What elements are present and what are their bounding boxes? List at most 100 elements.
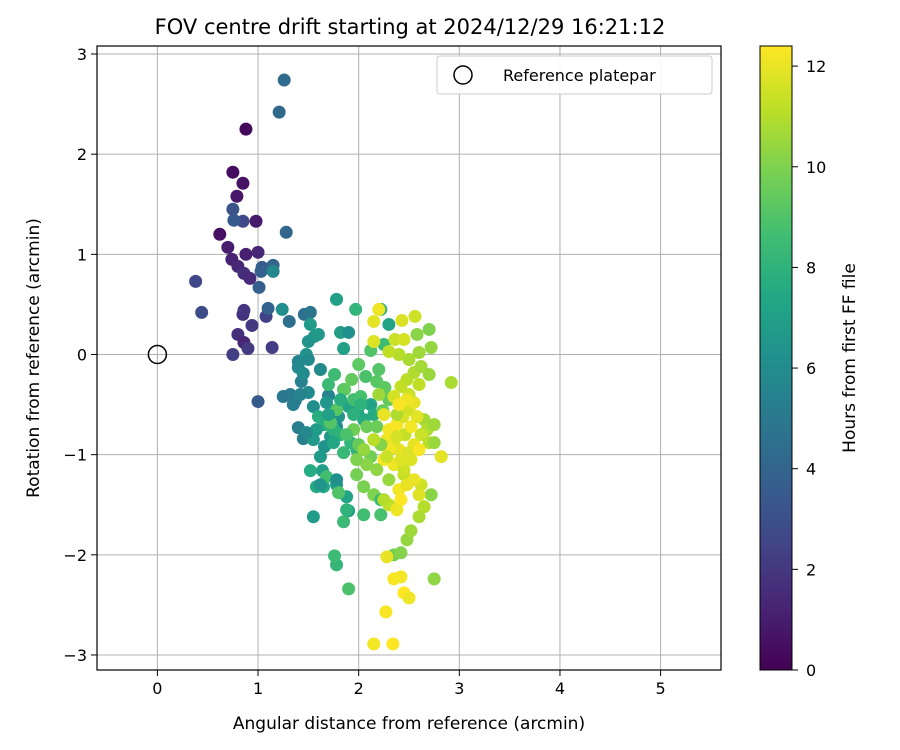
data-point: [379, 605, 393, 619]
data-point: [340, 503, 354, 517]
data-point: [382, 344, 396, 358]
data-point: [394, 453, 408, 467]
data-point: [245, 318, 259, 332]
data-point: [306, 400, 320, 414]
data-point: [286, 398, 300, 412]
data-point: [414, 360, 428, 374]
data-point: [299, 426, 313, 440]
data-point: [254, 264, 268, 278]
data-point: [360, 458, 374, 472]
data-point: [303, 305, 317, 319]
data-point: [328, 368, 342, 382]
data-point: [388, 332, 402, 346]
data-point: [412, 378, 426, 392]
colorbar-tick-label: 2: [806, 560, 816, 579]
data-point: [350, 453, 364, 467]
data-point: [367, 314, 381, 328]
data-point: [394, 546, 408, 560]
y-tick-label: −1: [63, 446, 87, 465]
data-point: [226, 347, 240, 361]
data-point: [412, 443, 426, 457]
data-point: [332, 486, 346, 500]
y-axis-label: Rotation from reference (arcmin): [24, 218, 44, 498]
y-tick-label: −2: [63, 546, 87, 565]
data-point: [357, 443, 371, 457]
data-point: [370, 463, 384, 477]
data-point: [239, 247, 253, 261]
data-point: [213, 227, 227, 241]
data-point: [328, 549, 342, 563]
data-point: [408, 309, 422, 323]
y-tick-label: 0: [77, 345, 87, 364]
legend-label: Reference platepar: [503, 66, 656, 85]
data-point: [352, 358, 366, 372]
data-point: [189, 274, 203, 288]
data-point: [354, 398, 368, 412]
data-point: [382, 317, 396, 331]
data-point: [313, 450, 327, 464]
data-point: [392, 347, 406, 361]
points: [189, 73, 458, 651]
data-point: [226, 202, 240, 216]
data-point: [377, 408, 391, 422]
colorbar-tick-label: 6: [806, 359, 816, 378]
data-point: [434, 450, 448, 464]
data-point: [266, 264, 280, 278]
data-point: [349, 302, 363, 316]
data-point: [412, 488, 426, 502]
data-point: [272, 105, 286, 119]
y-tick-label: 1: [77, 245, 87, 264]
data-point: [390, 503, 404, 517]
data-point: [309, 423, 323, 437]
y-tick-label: −3: [63, 646, 87, 665]
data-point: [427, 418, 441, 432]
legend: Reference platepar: [436, 55, 713, 95]
data-point: [372, 302, 386, 316]
data-point: [374, 508, 388, 522]
data-point: [251, 395, 265, 409]
data-point: [226, 165, 240, 179]
data-point: [221, 240, 235, 254]
data-point: [370, 420, 384, 434]
data-point: [372, 388, 386, 402]
data-point: [386, 637, 400, 651]
data-point: [357, 480, 371, 494]
data-point: [319, 396, 333, 410]
data-point: [313, 363, 327, 377]
data-point: [330, 473, 344, 487]
data-point: [397, 463, 411, 477]
data-point: [424, 488, 438, 502]
data-point: [414, 428, 428, 442]
data-point: [227, 213, 241, 227]
data-point: [444, 376, 458, 390]
data-point: [427, 436, 441, 450]
x-axis-label: Angular distance from reference (arcmin): [233, 714, 585, 734]
data-point: [367, 637, 381, 651]
y-tick-label: 2: [77, 145, 87, 164]
data-point: [412, 510, 426, 524]
colorbar-tick-label: 0: [806, 661, 816, 680]
data-point: [357, 508, 371, 522]
data-point: [394, 493, 408, 507]
data-point: [360, 420, 374, 434]
data-point: [367, 433, 381, 447]
data-point: [303, 464, 317, 478]
colorbar-ticks: 0 2 4 6 8 10 12: [792, 57, 826, 680]
data-point: [306, 510, 320, 524]
data-point: [282, 314, 296, 328]
data-point: [359, 370, 373, 384]
data-point: [330, 292, 344, 306]
data-point: [380, 550, 394, 564]
x-tick-label: 4: [555, 679, 565, 698]
data-point: [395, 313, 409, 327]
data-point: [301, 353, 315, 367]
data-point: [237, 303, 251, 317]
data-point: [397, 332, 411, 346]
colorbar-tick-label: 4: [806, 460, 816, 479]
data-point: [313, 478, 327, 492]
grid: [97, 46, 721, 670]
data-point: [265, 340, 279, 354]
x-tick-label: 3: [454, 679, 464, 698]
data-point: [321, 378, 335, 392]
data-point: [236, 176, 250, 190]
